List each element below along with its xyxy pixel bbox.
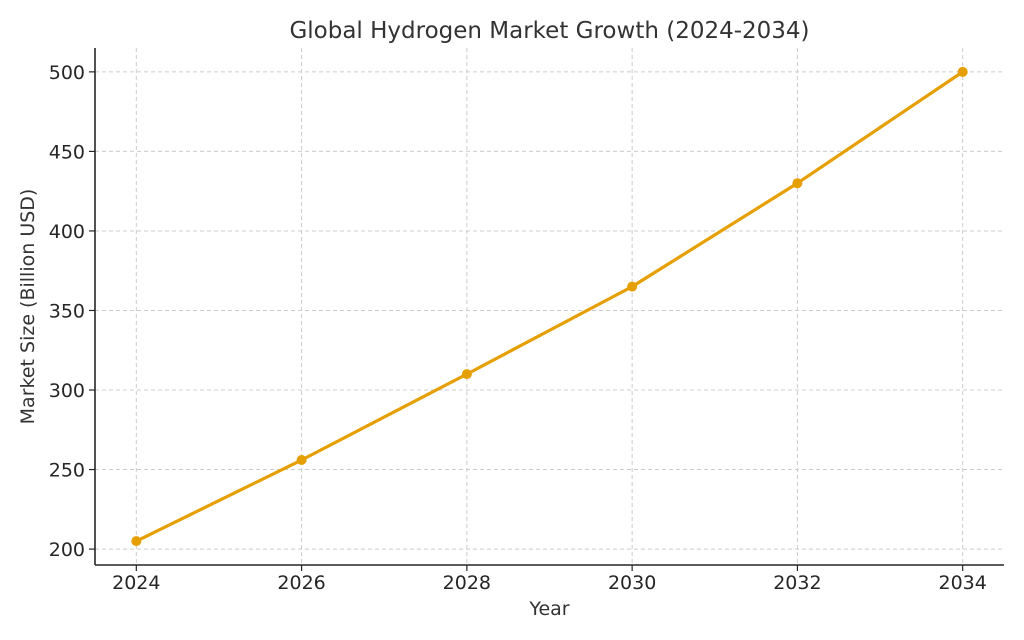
data-point	[792, 178, 803, 189]
x-tick-label: 2028	[443, 572, 491, 594]
y-tick-label: 450	[49, 141, 85, 163]
data-point	[461, 369, 472, 380]
series	[131, 66, 968, 547]
y-tick-label: 300	[49, 380, 85, 402]
x-tick-label: 2026	[277, 572, 325, 594]
x-tick-label: 2030	[608, 572, 656, 594]
x-tick-label: 2034	[939, 572, 987, 594]
y-tick-label: 400	[49, 221, 85, 243]
data-point	[296, 455, 307, 466]
chart-title: Global Hydrogen Market Growth (2024-2034…	[289, 18, 809, 44]
y-tick-label: 350	[49, 300, 85, 322]
axes	[94, 48, 1004, 566]
grid	[95, 48, 1004, 565]
y-axis-label: Market Size (Billion USD)	[17, 189, 39, 425]
x-tick-label: 2032	[773, 572, 821, 594]
data-point	[131, 536, 142, 547]
data-point	[627, 281, 638, 292]
ticks: 2024 2026 2028 2030 2032 2034 200 250 300 350 400 4…	[49, 62, 987, 594]
x-tick-label: 2024	[112, 572, 160, 594]
y-tick-label: 250	[49, 460, 85, 482]
data-point	[957, 66, 968, 77]
y-tick-label: 500	[49, 62, 85, 84]
y-tick-label: 200	[49, 539, 85, 561]
x-axis-label: Year	[528, 598, 569, 620]
series-line	[134, 70, 965, 543]
